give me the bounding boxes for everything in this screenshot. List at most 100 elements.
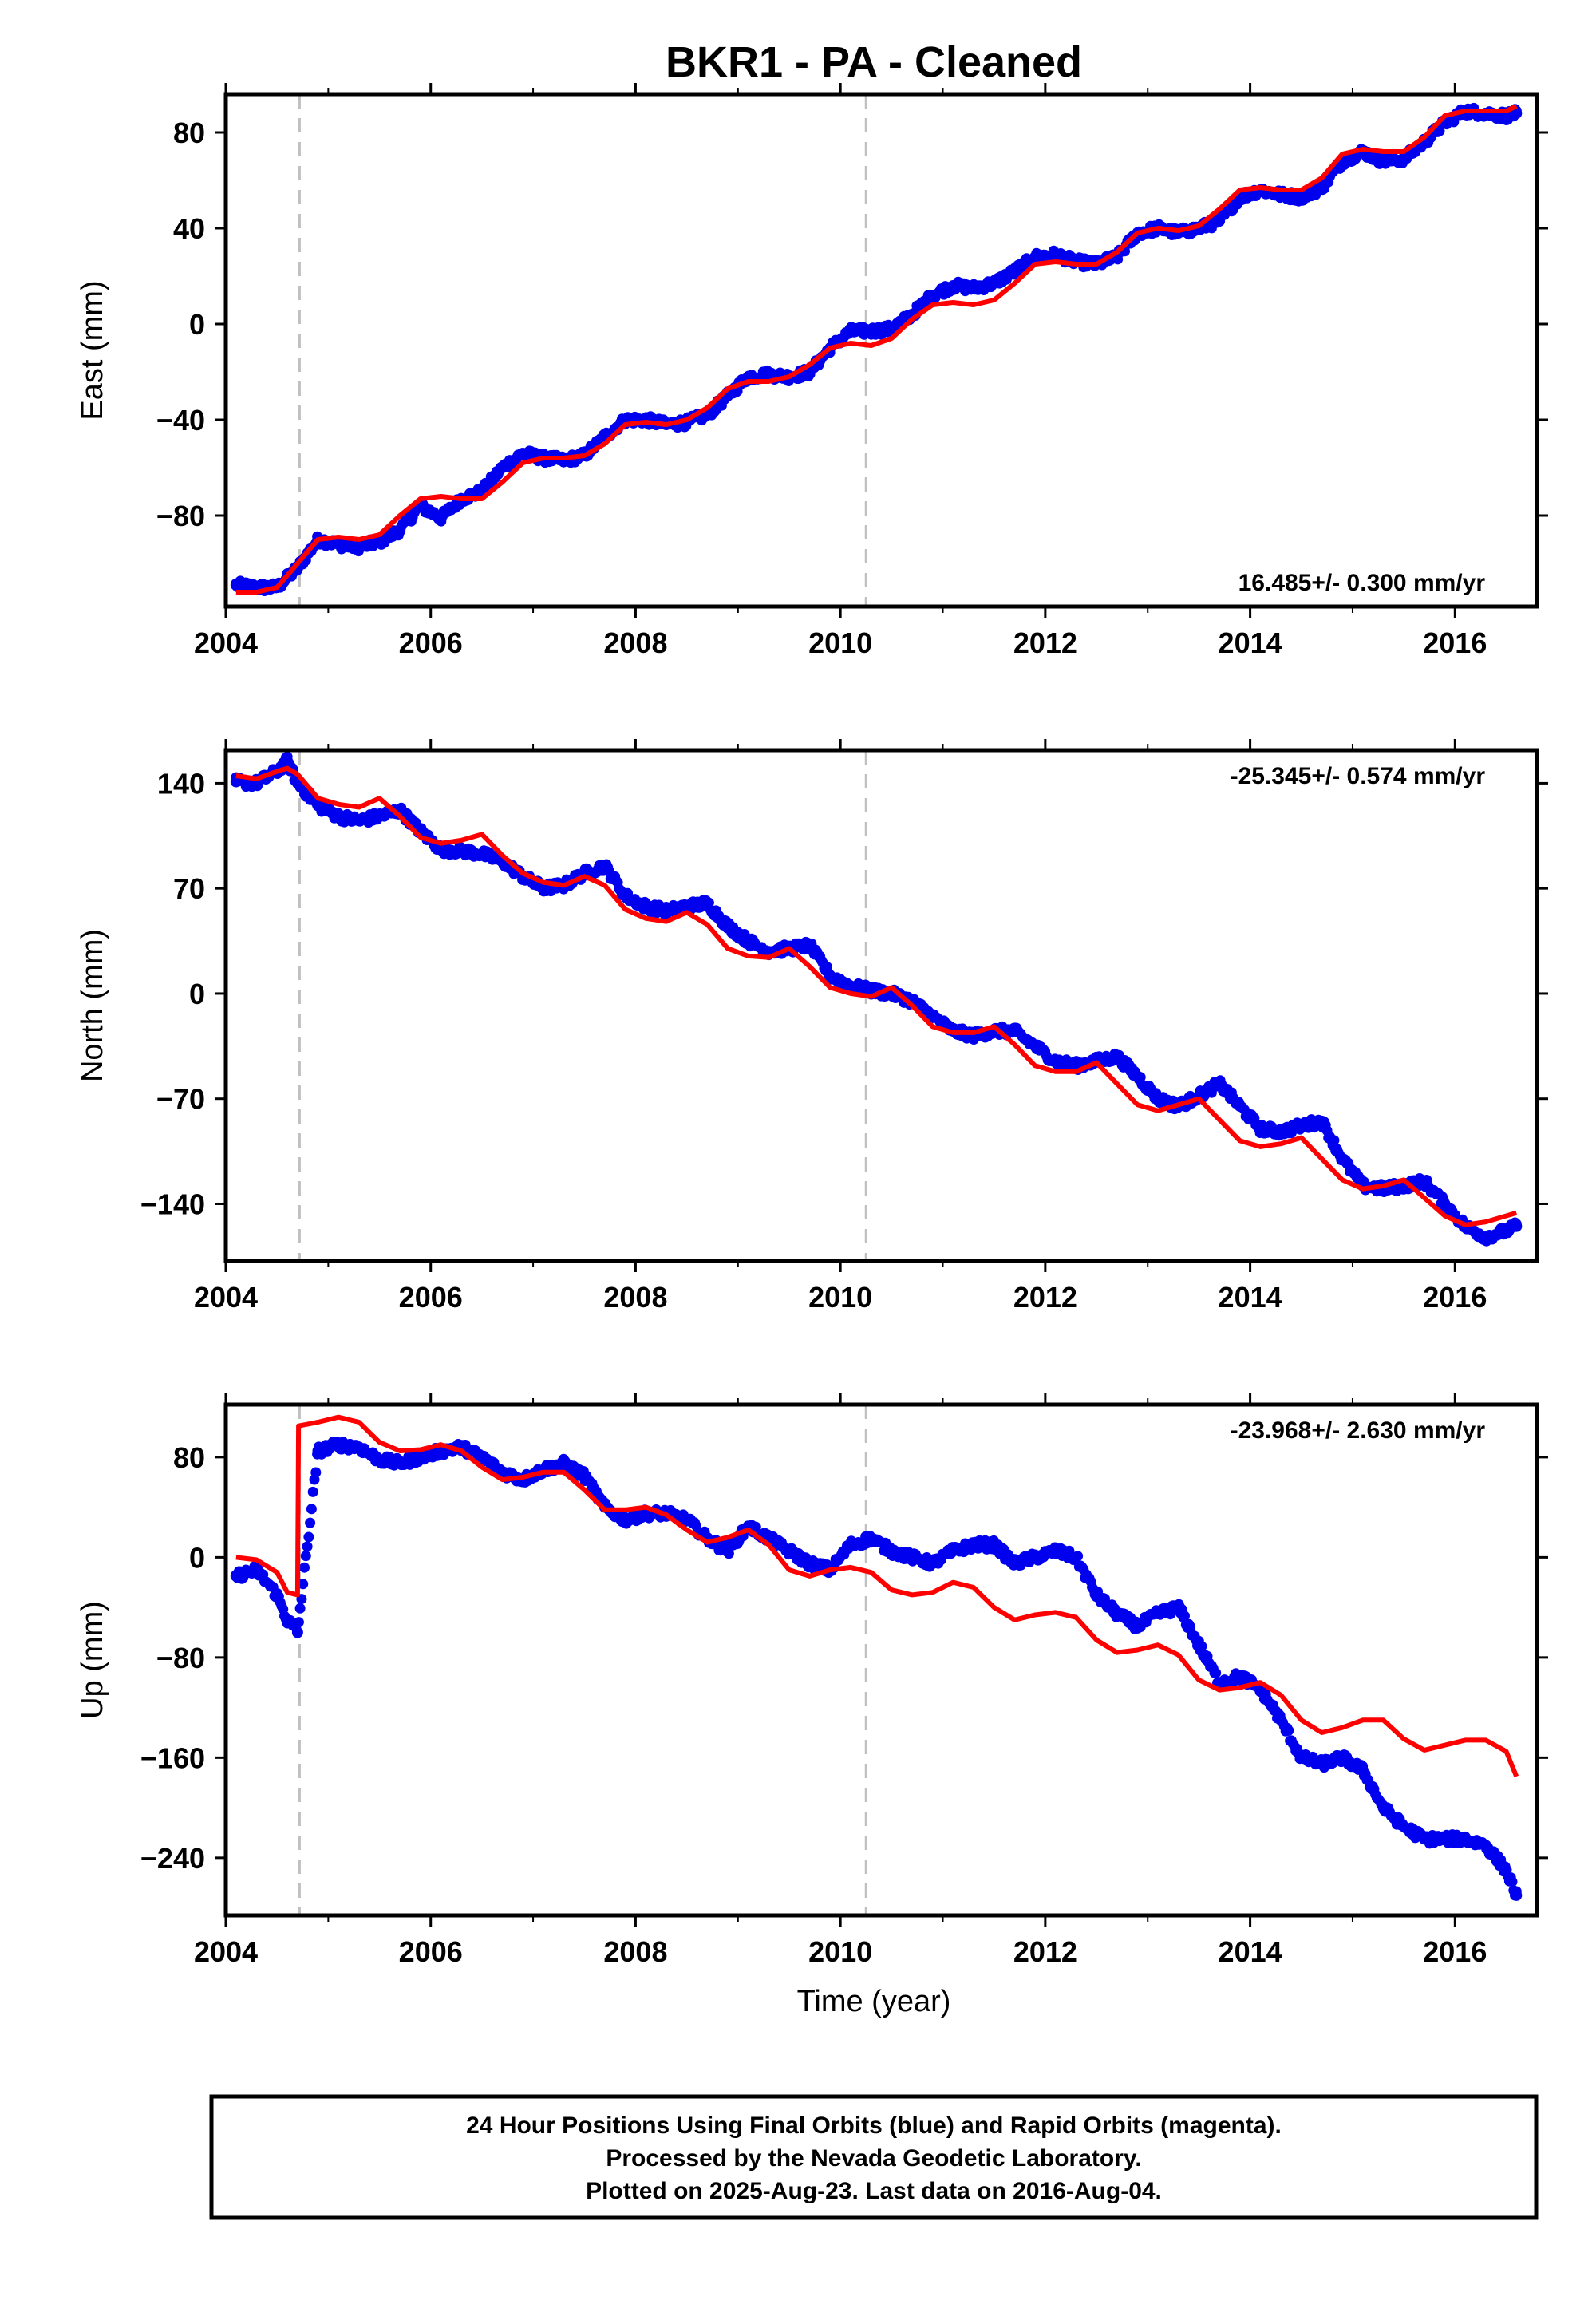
x-tick-label: 2008 <box>603 626 667 659</box>
footer-line-2: Processed by the Nevada Geodetic Laborat… <box>606 2145 1141 2172</box>
observed-point <box>1511 1220 1523 1232</box>
observed-point <box>763 369 775 380</box>
observed-point <box>299 1562 310 1573</box>
observed-point <box>1295 1752 1307 1764</box>
y-tick-label: 0 <box>189 1541 205 1574</box>
x-tick-label: 2004 <box>194 1281 258 1314</box>
observed-point <box>496 1466 508 1478</box>
observed-point <box>1009 266 1021 277</box>
observed-points <box>230 751 1523 1247</box>
observed-point <box>690 1520 701 1531</box>
model-curve <box>235 765 1518 1227</box>
y-tick-label: 70 <box>173 872 205 905</box>
model-curve <box>235 104 1518 595</box>
observed-point <box>968 283 979 294</box>
observed-point <box>282 1614 293 1626</box>
observed-point <box>742 935 754 947</box>
x-tick-label: 2014 <box>1219 626 1282 659</box>
observed-point <box>681 1514 693 1526</box>
observed-point <box>1377 1802 1389 1814</box>
y-tick-label: −140 <box>140 1188 205 1220</box>
observed-point <box>822 962 832 973</box>
observed-point <box>517 448 529 459</box>
observed-point <box>619 890 631 902</box>
observed-point <box>302 1541 313 1552</box>
observed-point <box>496 462 508 473</box>
x-tick-label: 2014 <box>1219 1281 1282 1314</box>
observed-point <box>1070 1551 1082 1563</box>
observed-point <box>926 1010 938 1022</box>
observed-point <box>1337 1153 1349 1164</box>
observed-point <box>333 539 345 550</box>
y-tick-label: 0 <box>189 978 205 1010</box>
panel-up: 2004 2006 2008 2010 2012 2014 2016 80 0 −80 −160 −2… <box>76 1393 1548 1968</box>
observed-point <box>435 1445 447 1456</box>
observed-point <box>1507 1876 1518 1887</box>
observed-point <box>1234 1101 1246 1113</box>
observed-point <box>310 1467 322 1478</box>
observed-point <box>865 326 877 337</box>
observed-point <box>598 860 610 871</box>
observed-point <box>1337 1752 1349 1764</box>
observed-point <box>968 1539 979 1551</box>
observed-point <box>1009 1026 1021 1037</box>
x-tick-label: 2014 <box>1219 1935 1282 1968</box>
observed-point <box>300 1551 311 1562</box>
figure-title: BKR1 - PA - Cleaned <box>666 38 1082 86</box>
observed-point <box>293 1617 304 1628</box>
observed-point <box>476 1451 488 1463</box>
observed-point <box>1214 1077 1226 1089</box>
observed-point <box>1418 1176 1430 1188</box>
y-axis-label: North (mm) <box>76 929 109 1082</box>
observed-point <box>1091 1589 1103 1601</box>
observed-point <box>1439 1833 1451 1845</box>
observed-point <box>1316 1115 1328 1127</box>
observed-point <box>294 1603 306 1614</box>
observed-point <box>1398 153 1410 164</box>
x-tick-label: 2008 <box>603 1281 667 1314</box>
observed-point <box>394 524 406 536</box>
observed-point <box>291 1626 303 1638</box>
x-tick-label: 2010 <box>808 1281 872 1314</box>
observed-point <box>353 815 365 827</box>
observed-point <box>886 323 898 334</box>
observed-point <box>476 848 488 860</box>
observed-point <box>230 1570 242 1582</box>
observed-point <box>333 810 345 822</box>
observed-point <box>1029 1040 1041 1052</box>
observed-point <box>701 898 713 909</box>
observed-point <box>1185 1621 1196 1632</box>
x-tick-label: 2004 <box>194 626 258 659</box>
observed-points <box>230 1437 1523 1901</box>
observed-point <box>435 512 447 524</box>
observed-point <box>640 900 652 912</box>
x-tick-label: 2010 <box>808 626 872 659</box>
observed-point <box>1500 1225 1512 1237</box>
observed-point <box>251 1564 263 1576</box>
panels-container: 2004 2006 2008 2010 2012 2014 2016 80 40 0 −40 −80 E… <box>76 83 1548 1968</box>
panel-north: 2004 2006 2008 2010 2012 2014 2016 140 70 0 −70 −14… <box>76 739 1548 1314</box>
panel-east: 2004 2006 2008 2010 2012 2014 2016 80 40 0 −40 −80 E… <box>76 83 1548 659</box>
x-tick-label: 2006 <box>399 1281 463 1314</box>
observed-points <box>230 102 1523 596</box>
observed-point <box>1234 1670 1246 1682</box>
y-tick-label: −80 <box>156 500 205 532</box>
velocity-label: -25.345+/- 0.574 mm/yr <box>1231 763 1486 789</box>
observed-point <box>804 1558 816 1570</box>
velocity-label: 16.485+/- 0.300 mm/yr <box>1238 570 1486 596</box>
x-tick-label: 2016 <box>1423 626 1487 659</box>
observed-point <box>845 326 856 337</box>
observed-point <box>312 1445 324 1456</box>
observed-point <box>1009 1558 1021 1570</box>
observed-point <box>537 883 549 895</box>
observed-point <box>1172 1602 1184 1614</box>
observed-point <box>784 1545 795 1557</box>
observed-point <box>456 845 468 857</box>
observed-point <box>722 1545 733 1557</box>
observed-point <box>1460 1833 1472 1845</box>
observed-point <box>1500 1864 1512 1876</box>
observed-point <box>1479 1840 1491 1852</box>
y-tick-label: 0 <box>189 308 205 341</box>
observed-point <box>1418 1833 1430 1845</box>
y-tick-label: −40 <box>156 404 205 437</box>
